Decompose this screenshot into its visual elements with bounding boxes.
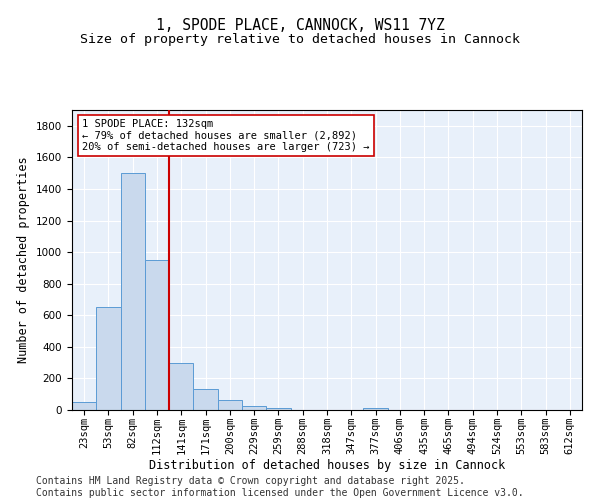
Bar xyxy=(266,408,290,410)
Bar xyxy=(96,308,121,410)
Bar xyxy=(193,388,218,410)
X-axis label: Distribution of detached houses by size in Cannock: Distribution of detached houses by size … xyxy=(149,460,505,472)
Y-axis label: Number of detached properties: Number of detached properties xyxy=(17,156,31,364)
Bar xyxy=(72,402,96,410)
Text: 1 SPODE PLACE: 132sqm
← 79% of detached houses are smaller (2,892)
20% of semi-d: 1 SPODE PLACE: 132sqm ← 79% of detached … xyxy=(82,119,370,152)
Bar xyxy=(145,260,169,410)
Text: 1, SPODE PLACE, CANNOCK, WS11 7YZ: 1, SPODE PLACE, CANNOCK, WS11 7YZ xyxy=(155,18,445,32)
Bar xyxy=(121,173,145,410)
Text: Contains HM Land Registry data © Crown copyright and database right 2025.
Contai: Contains HM Land Registry data © Crown c… xyxy=(36,476,524,498)
Bar xyxy=(169,362,193,410)
Text: Size of property relative to detached houses in Cannock: Size of property relative to detached ho… xyxy=(80,32,520,46)
Bar xyxy=(218,400,242,410)
Bar xyxy=(364,408,388,410)
Bar xyxy=(242,406,266,410)
